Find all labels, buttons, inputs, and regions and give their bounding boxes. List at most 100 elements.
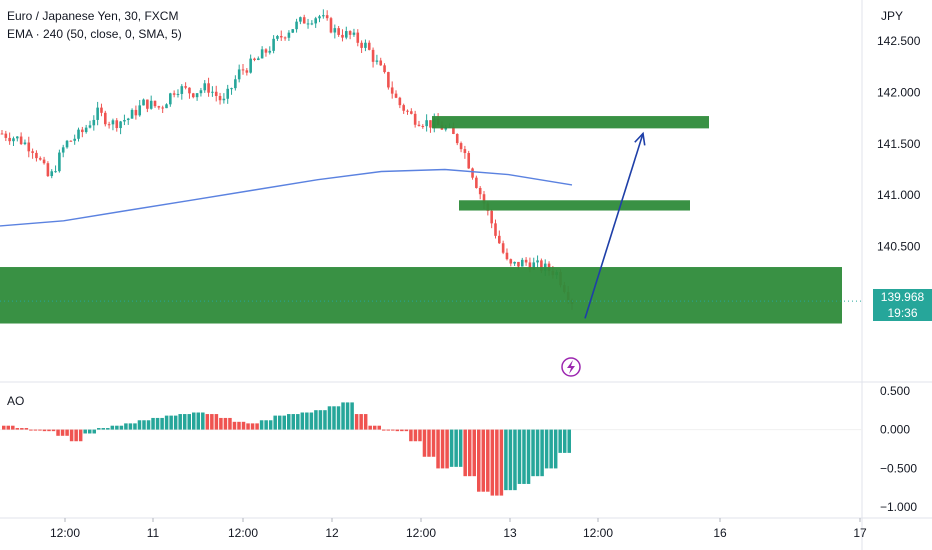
candle-body: [406, 110, 409, 112]
ao-tick-label: 0.000: [880, 423, 910, 437]
ao-bar: [391, 429, 395, 431]
price-zone: [0, 267, 842, 324]
candle-body: [42, 159, 46, 164]
candle-body: [38, 158, 42, 160]
ao-bar: [540, 429, 544, 477]
ao-tick-label: 0.500: [880, 384, 910, 398]
candle-body: [348, 31, 352, 35]
ao-bar: [296, 414, 300, 430]
ao-bar: [377, 425, 381, 430]
ao-bar: [142, 420, 146, 430]
candle-body: [455, 133, 459, 144]
ao-pane-label: AO: [7, 394, 25, 408]
ao-bar: [255, 423, 259, 430]
ema-line: [0, 168, 573, 227]
candle-body: [69, 140, 73, 142]
candle-body: [379, 60, 383, 66]
projection-arrow: [584, 133, 644, 319]
ao-bar: [422, 429, 427, 457]
candle-body: [528, 262, 532, 270]
ao-bar: [29, 429, 33, 431]
ao-bar: [526, 429, 531, 484]
ao-bar: [250, 423, 255, 430]
candle-body: [291, 29, 295, 33]
candle-body: [92, 119, 96, 126]
ao-bar: [65, 429, 69, 436]
ao-bar: [427, 429, 431, 457]
candle-body: [214, 91, 218, 96]
ao-bar: [223, 417, 228, 430]
candle-body: [249, 58, 252, 73]
ao-bar: [201, 412, 205, 430]
time-tick-label: 12:00: [228, 526, 258, 540]
candle-body: [211, 91, 214, 93]
candle-body: [4, 133, 8, 138]
ao-bar: [445, 429, 449, 469]
ao-bar: [531, 429, 535, 477]
candle-body: [253, 58, 256, 60]
candle-body: [203, 83, 207, 91]
ao-bar: [354, 414, 359, 430]
candle-body: [149, 100, 153, 109]
ao-bar: [300, 412, 305, 430]
ao-bar: [268, 420, 273, 430]
candle-body: [287, 32, 291, 38]
candle-body: [184, 86, 187, 88]
ao-bar: [83, 429, 87, 434]
ao-bar: [458, 429, 463, 467]
time-tick-label: 12: [325, 526, 339, 540]
ao-bar: [282, 415, 286, 430]
ao-tick-label: −1.000: [880, 500, 917, 514]
candle-body: [58, 152, 61, 172]
candle-body: [165, 104, 168, 109]
ao-bar: [196, 412, 201, 430]
ao-bar: [436, 429, 440, 469]
candle-body: [276, 36, 279, 39]
candle-body: [352, 32, 356, 35]
ao-bar: [287, 414, 291, 430]
ao-bar: [341, 402, 345, 430]
ao-bar: [187, 414, 191, 430]
projection-arrowhead: [634, 131, 646, 146]
candle-body: [245, 70, 249, 73]
ao-bar: [467, 429, 472, 477]
ao-bar: [182, 414, 187, 430]
candle-body: [329, 18, 333, 33]
ao-bar: [137, 420, 142, 430]
candle-body: [306, 23, 310, 25]
candle-body: [260, 49, 264, 59]
ao-bar: [495, 429, 499, 496]
candle-body: [375, 60, 379, 62]
time-tick-label: 11: [147, 526, 160, 540]
candle-body: [195, 93, 199, 98]
ao-bar: [115, 425, 119, 430]
ao-bar: [214, 414, 219, 430]
ao-bar: [192, 412, 196, 430]
candle-body: [478, 187, 482, 195]
ao-bar: [259, 420, 264, 430]
ao-bar: [151, 417, 155, 430]
candle-body: [364, 42, 367, 48]
candle-body: [356, 32, 360, 43]
candle-body: [367, 42, 371, 50]
price-tick-label: 141.000: [877, 188, 921, 202]
candle-body: [498, 235, 501, 244]
ao-bar: [504, 429, 508, 491]
ao-bar: [477, 429, 481, 492]
ao-bar: [106, 428, 110, 430]
candle-body: [452, 126, 455, 134]
candle-body: [421, 125, 425, 127]
candle-body: [237, 69, 241, 80]
candle-body: [180, 86, 184, 94]
candle-body: [314, 18, 317, 24]
candle-body: [513, 261, 516, 264]
ao-bar: [277, 415, 282, 430]
ao-bar: [486, 429, 490, 492]
ao-bar: [345, 402, 350, 430]
ao-bar: [6, 425, 11, 430]
candle-body: [505, 252, 509, 260]
candle-body: [482, 194, 486, 204]
ao-bar: [291, 414, 296, 430]
